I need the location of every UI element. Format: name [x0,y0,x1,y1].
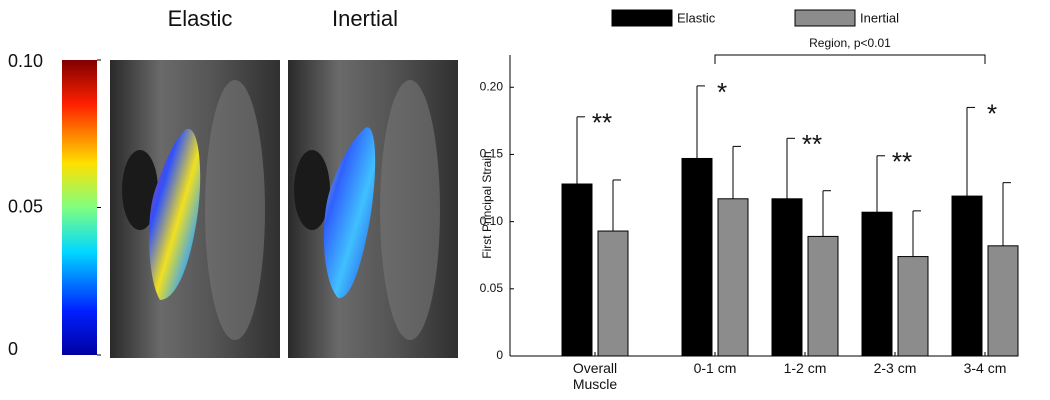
significance-label: * [987,98,997,128]
legend-label: Elastic [677,10,716,25]
mri-image [288,60,458,358]
image-label: Inertial [332,6,398,31]
colorbar [62,60,97,355]
image-label: Elastic [168,6,233,31]
bracket-label: Region, p<0.01 [809,36,891,50]
x-tick-label-box: 0-1 cm [693,360,737,376]
x-tick-label: 0-1 cm [693,360,737,376]
x-tick-label-box: Overall Muscle [572,360,618,392]
x-tick-label: Overall Muscle [572,360,618,392]
x-tick-label: 2-3 cm [873,360,917,376]
bar [951,195,983,357]
legend-swatch [611,9,673,27]
y-tick-label: 0.05 [480,281,504,295]
significance-label: ** [592,108,612,138]
colorbar-tick-label: 0.10 [8,51,43,71]
colorbar-tick-label: 0.05 [8,196,43,216]
y-tick-label: 0.10 [480,214,504,228]
bar [861,211,893,357]
bar [561,183,593,357]
bar [807,235,839,357]
bar [717,198,749,357]
x-tick-label-box: 1-2 cm [783,360,827,376]
bar [597,230,629,357]
y-axis-label: First Principal Strain [480,151,494,258]
significance-label: ** [802,129,822,159]
y-tick-label: 0 [496,348,503,362]
bracket [714,54,986,64]
x-tick-label-box: 2-3 cm [873,360,917,376]
x-tick-label: 1-2 cm [783,360,827,376]
x-tick-label: 3-4 cm [963,360,1007,376]
legend-label: Inertial [860,10,899,25]
bar [897,256,929,357]
significance-label: * [717,77,727,107]
bar [987,245,1019,357]
legend-swatch [794,9,856,27]
bar [771,198,803,357]
mri-image [110,60,280,358]
significance-label: ** [892,147,912,177]
x-tick-label-box: 3-4 cm [963,360,1007,376]
bar [681,157,713,357]
y-tick-label: 0.20 [480,79,504,93]
y-tick-label: 0.15 [480,147,504,161]
colorbar-tick-label: 0 [8,339,18,359]
